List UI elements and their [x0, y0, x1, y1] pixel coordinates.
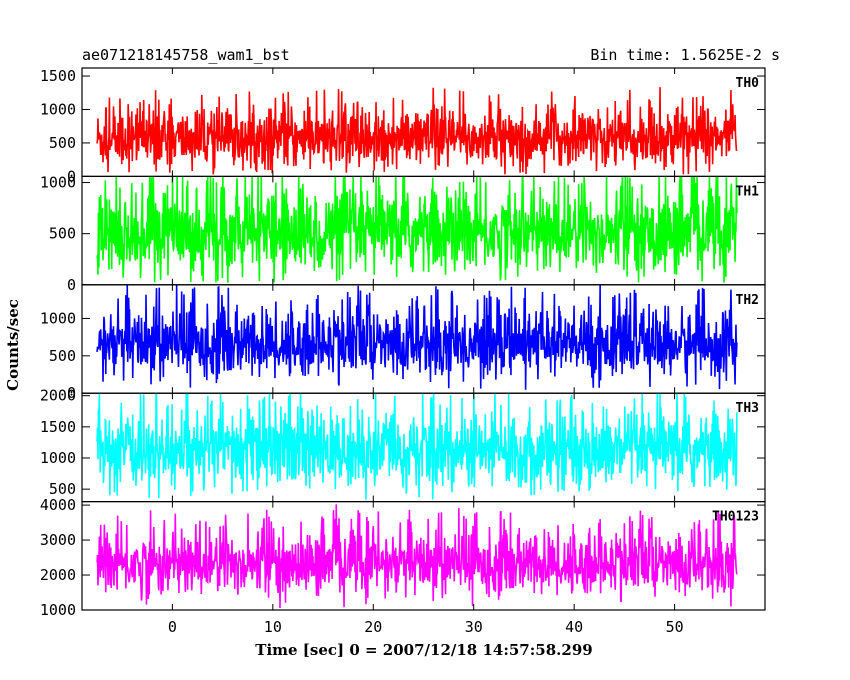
panel-th1: 0 500 1000 TH1: [40, 174, 766, 294]
panel-label-th2: TH2: [736, 293, 759, 308]
y-tick-label: 1000: [40, 309, 76, 327]
x-axis-label: Time [sec] 0 = 2007/12/18 14:57:58.299: [255, 641, 592, 659]
y-tick-label: 500: [49, 347, 76, 365]
panel-label-th3: TH3: [736, 401, 759, 416]
x-tick-label: 0: [168, 618, 177, 636]
series-line-th3: [96, 393, 738, 500]
y-tick-label: 3000: [40, 531, 76, 549]
y-tick-label: 500: [49, 134, 76, 152]
panels-group: 0 500 1000 1500 TH0 0 500 1000 TH1 0 500 1000 TH2 500…: [40, 67, 766, 619]
y-tick-label: 1500: [40, 67, 76, 85]
y-tick-label: 500: [49, 480, 76, 498]
y-tick-label: 4000: [40, 496, 76, 514]
y-tick-label: 1000: [40, 174, 76, 192]
y-tick-label: 1000: [40, 100, 76, 118]
panel-label-th0: TH0: [736, 76, 760, 91]
series-line-th0123: [96, 504, 738, 608]
panel-label-th0123: TH0123: [712, 510, 759, 525]
y-axis-label: Counts/sec: [4, 299, 22, 391]
panel-frame: [81, 501, 766, 611]
y-tick-label: 0: [67, 167, 76, 185]
y-tick-label: 2000: [40, 566, 76, 584]
series-line-th1: [96, 176, 738, 283]
y-tick-label: 1500: [40, 418, 76, 436]
x-tick-label: 20: [364, 618, 382, 636]
x-axis: 0 10 20 30 40 50: [168, 618, 684, 636]
x-tick-label: 50: [666, 618, 684, 636]
panel-label-th1: TH1: [736, 184, 760, 199]
y-tick-label: 500: [49, 225, 76, 243]
y-tick-label: 1000: [40, 449, 76, 467]
x-tick-label: 40: [565, 618, 583, 636]
panel-th0: 0 500 1000 1500 TH0: [40, 67, 766, 185]
bin-time-label: Bin time: 1.5625E-2 s: [590, 46, 780, 64]
panel-th2: 0 500 1000 TH2: [40, 284, 766, 402]
y-tick-label: 0: [67, 276, 76, 294]
panel-th0123: 1000 2000 3000 4000 TH0123: [40, 496, 766, 619]
y-tick-label: 0: [67, 384, 76, 402]
x-tick-label: 30: [465, 618, 483, 636]
panel-th3: 500 1000 1500 2000 TH3: [40, 387, 766, 503]
chart-title: ae071218145758_wam1_bst: [82, 46, 290, 64]
series-line-th0: [96, 87, 738, 175]
series-line-th2: [96, 284, 738, 390]
y-tick-label: 2000: [40, 387, 76, 405]
y-tick-label: 1000: [40, 601, 76, 619]
x-tick-label: 10: [264, 618, 282, 636]
